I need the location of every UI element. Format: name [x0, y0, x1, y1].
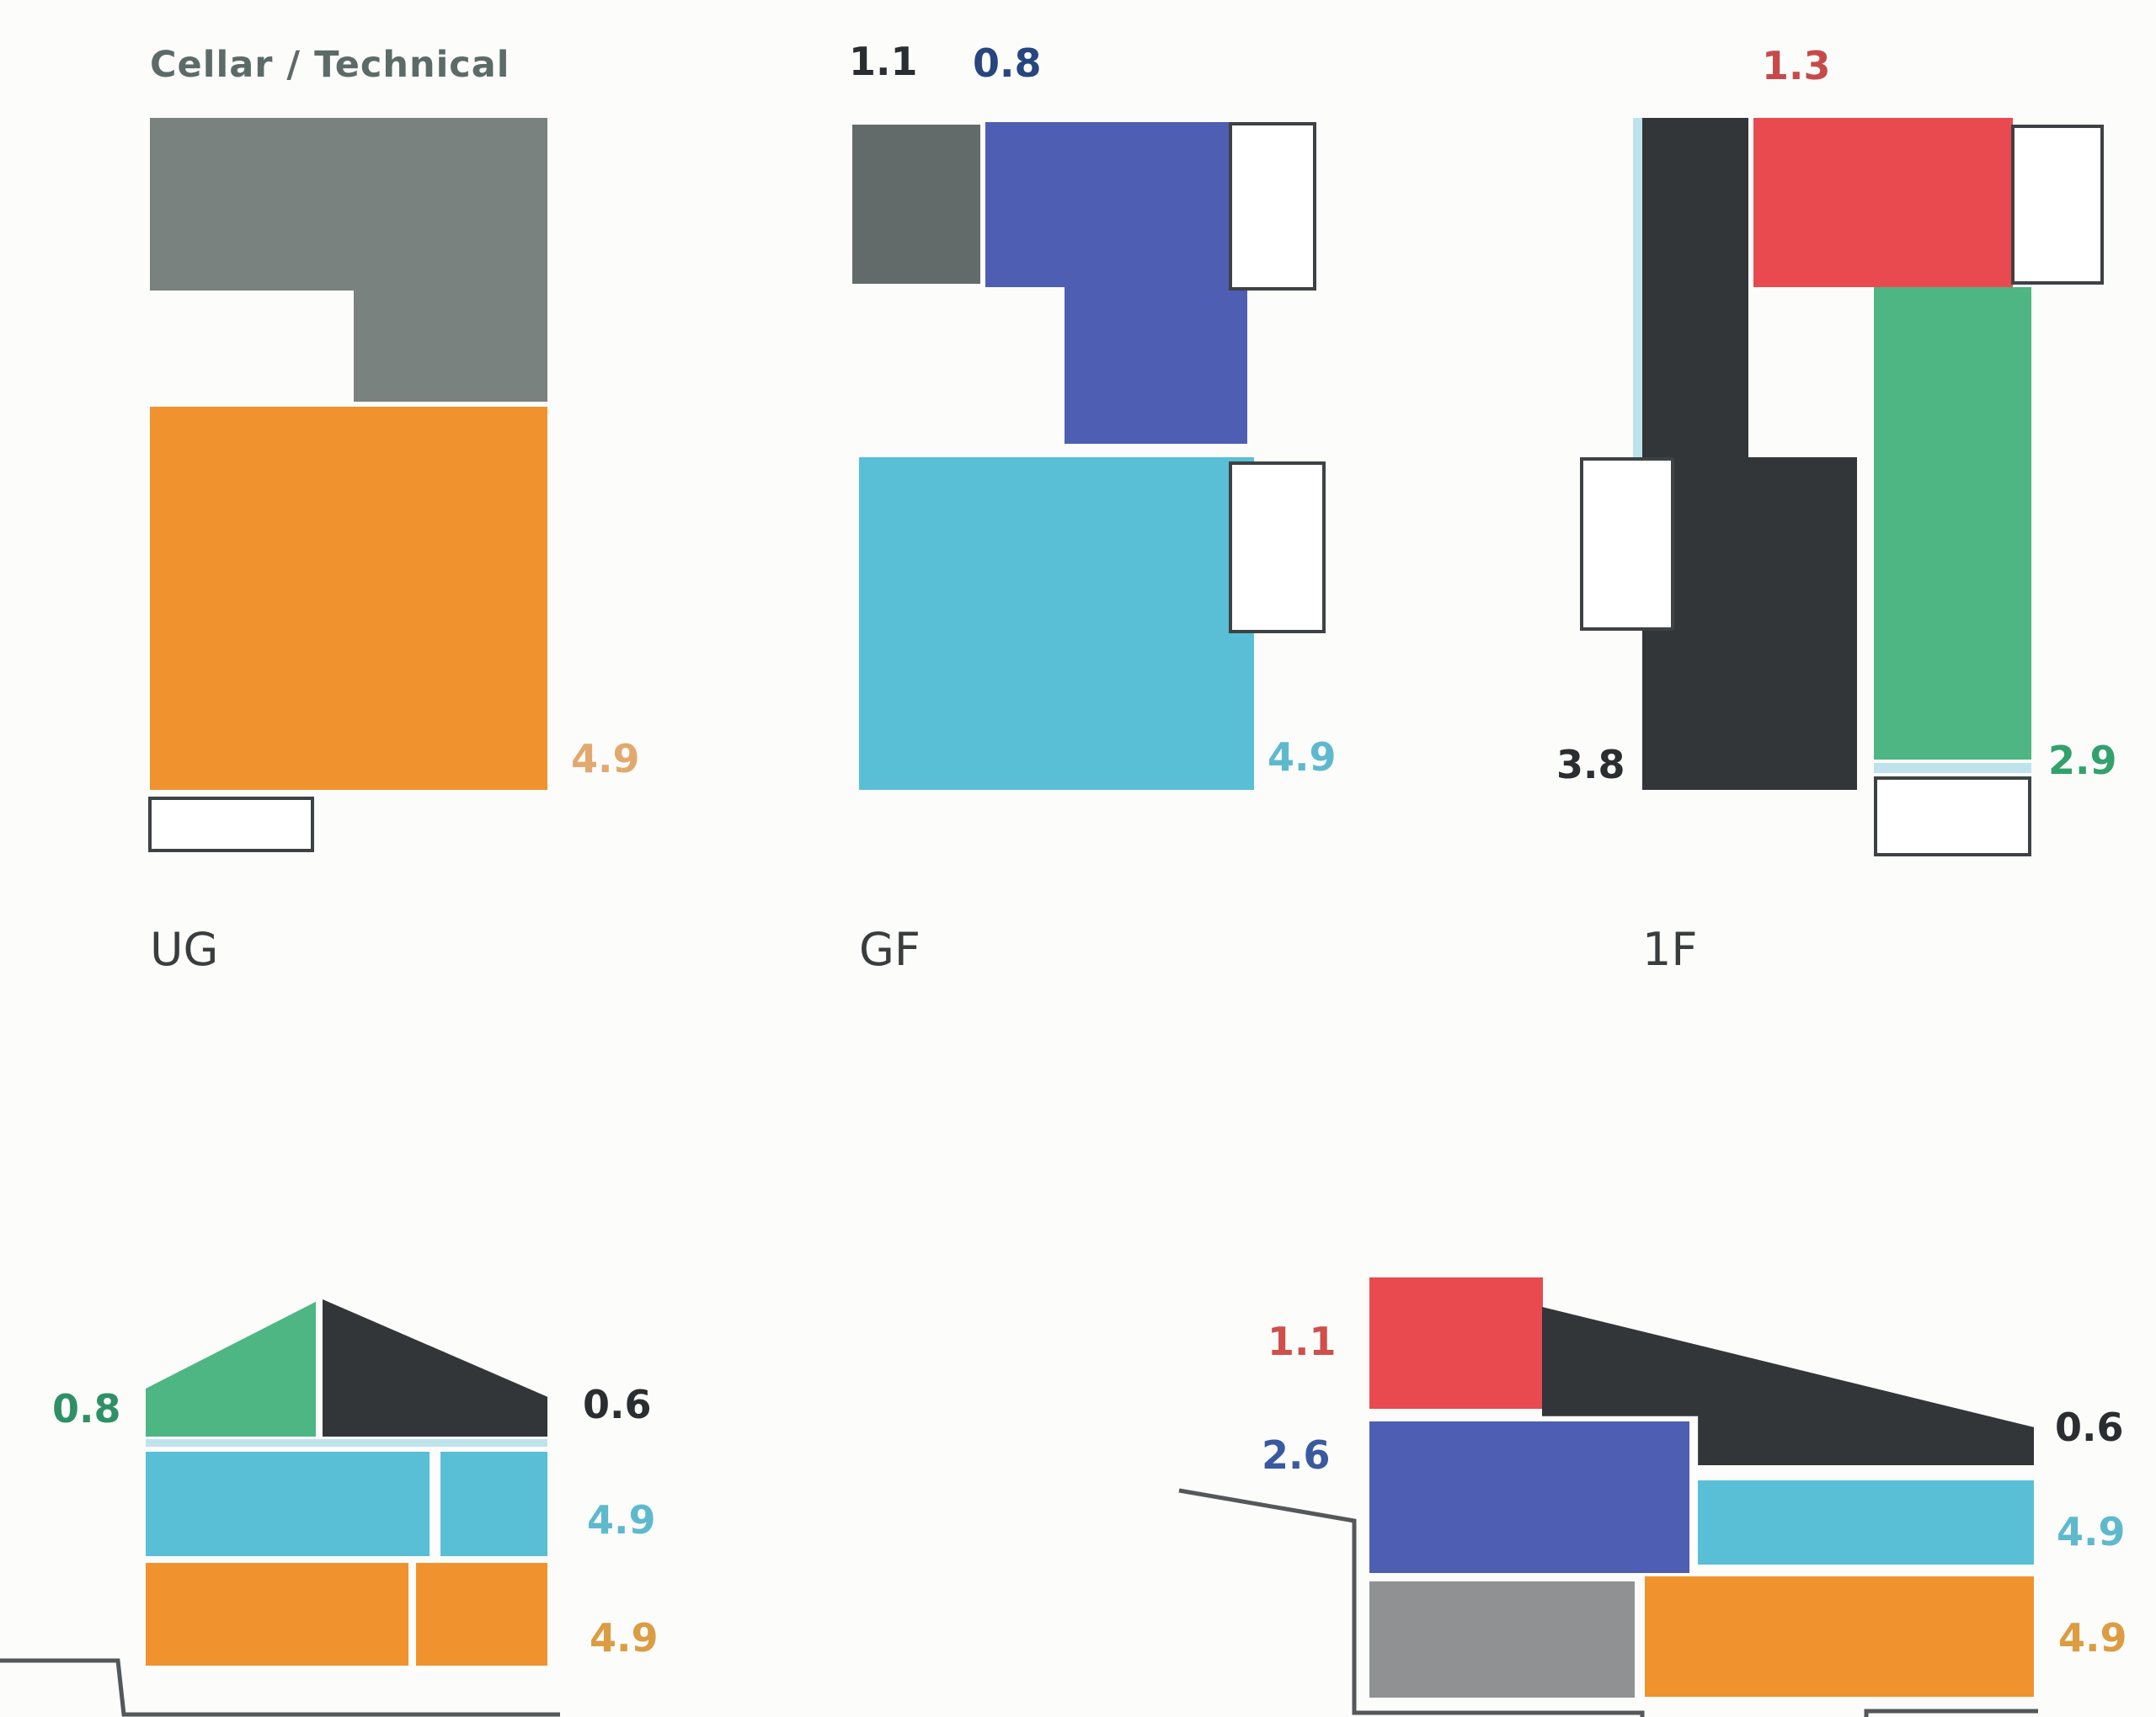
section-left-orange-room-2 [416, 1563, 547, 1666]
f1-dark-value: 3.8 [1556, 742, 1625, 787]
section-right-red-value: 1.1 [1267, 1319, 1337, 1364]
gf-cyan-block [859, 457, 1254, 790]
section-right-blue-value: 2.6 [1262, 1432, 1331, 1478]
f1-pale-strip-under-green [1874, 763, 2031, 773]
gf-blue-block-upper [985, 122, 1247, 287]
section-left-dark-value: 0.6 [583, 1382, 652, 1427]
f1-green-block [1874, 287, 2031, 760]
section-left-orange-value: 4.9 [590, 1615, 659, 1661]
section-right-dark-value: 0.6 [2055, 1405, 2124, 1450]
terrain-step-right-section [1864, 1709, 2038, 1717]
f1-pale-edge-strip [1633, 118, 1642, 463]
f1-opening-marker-left [1580, 457, 1674, 631]
ug-gray-block-lower [354, 291, 547, 402]
section-left-green-gable [146, 1301, 316, 1437]
ug-opening-marker [148, 797, 314, 852]
section-right-cyan-value: 4.9 [2057, 1509, 2126, 1554]
gf-blue-value: 0.8 [973, 40, 1042, 86]
section-left-green-value: 0.8 [52, 1386, 121, 1432]
section-left-cyan-room-1 [146, 1452, 430, 1556]
ug-gray-block-upper [150, 118, 547, 291]
section-right-red-block [1369, 1277, 1543, 1409]
gf-cyan-value: 4.9 [1267, 734, 1337, 780]
ug-orange-block [150, 407, 547, 790]
section-right-gray-block [1369, 1581, 1635, 1698]
ug-orange-value: 4.9 [571, 736, 640, 781]
floor-label-1f: 1F [1642, 923, 1698, 976]
gf-opening-marker-top [1229, 122, 1316, 291]
section-left-cyan-room-2 [440, 1452, 547, 1556]
terrain-line-left-section [0, 1658, 560, 1717]
floor-label-ug: UG [150, 923, 219, 976]
section-left-cyan-value: 4.9 [587, 1497, 656, 1543]
section-left-orange-room-1 [146, 1563, 408, 1666]
f1-red-block [1753, 118, 2013, 287]
section-right-cyan-block [1698, 1480, 2034, 1565]
f1-green-value: 2.9 [2048, 738, 2117, 783]
gf-opening-marker-mid [1229, 461, 1326, 633]
section-right-blue-block [1369, 1421, 1689, 1573]
floor-label-gf: GF [859, 923, 921, 976]
gf-blue-block-lower [1065, 287, 1247, 444]
f1-opening-marker-top [2011, 125, 2104, 285]
plan-ug-title: Cellar / Technical [150, 44, 510, 86]
gf-dark-value: 1.1 [849, 39, 918, 84]
section-right-orange-block [1645, 1576, 2034, 1697]
gf-gray-block [852, 125, 980, 284]
section-left-dark-roof [323, 1299, 547, 1437]
section-right-orange-value: 4.9 [2058, 1615, 2127, 1661]
f1-red-value: 1.3 [1762, 43, 1831, 88]
section-left-pale-strip [146, 1439, 547, 1447]
f1-opening-marker-bottom [1874, 776, 2031, 856]
f1-dark-block-wide [1642, 457, 1857, 790]
